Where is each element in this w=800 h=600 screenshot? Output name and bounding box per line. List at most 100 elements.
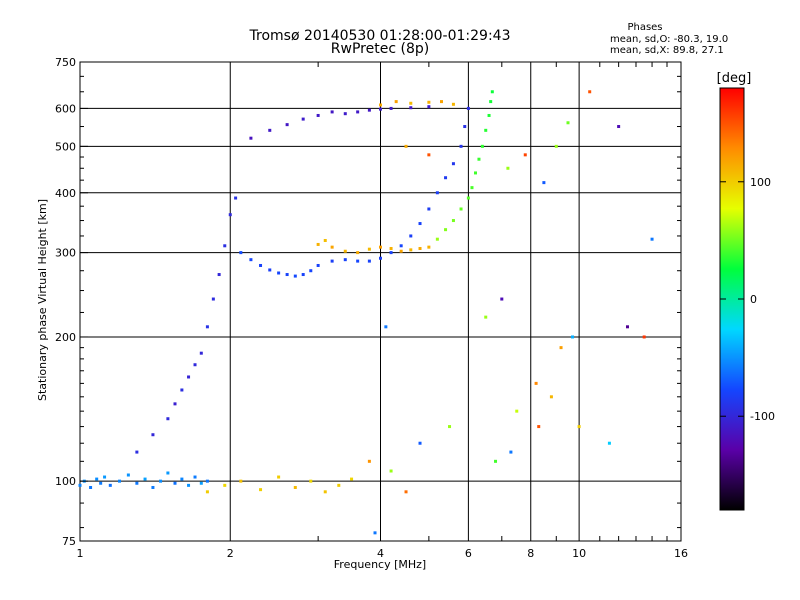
data-point xyxy=(316,263,320,267)
data-point xyxy=(293,274,297,278)
data-point xyxy=(373,531,377,535)
y-tick-label: 200 xyxy=(55,331,76,344)
data-point xyxy=(440,100,444,104)
plot-area: 1 2 4 6 8 10 16 75 100 200 300 400 500 600 750 xyxy=(55,56,688,560)
data-point xyxy=(577,425,581,429)
data-point xyxy=(427,207,431,211)
data-point xyxy=(459,144,463,148)
data-point xyxy=(356,110,360,114)
data-point xyxy=(418,246,422,250)
data-point xyxy=(523,153,527,157)
data-point xyxy=(566,121,570,125)
data-point xyxy=(418,222,422,226)
x-tick-label: 1 xyxy=(77,547,84,560)
data-point xyxy=(166,471,170,475)
data-point xyxy=(223,483,227,487)
data-point xyxy=(234,196,238,200)
data-point xyxy=(379,256,382,260)
data-point xyxy=(473,171,477,175)
data-point xyxy=(301,273,305,277)
data-point xyxy=(187,375,191,379)
data-point xyxy=(379,107,382,111)
stats-heading: Phases xyxy=(627,22,662,33)
colorbar: [deg] 100 0 -100 xyxy=(717,71,775,511)
data-point xyxy=(404,144,408,148)
y-tick-label: 400 xyxy=(55,187,76,200)
data-point xyxy=(223,244,227,248)
data-point xyxy=(367,459,371,463)
data-point xyxy=(356,259,360,263)
data-point xyxy=(389,106,393,110)
colorbar-ticks: 100 0 -100 xyxy=(720,176,775,423)
y-axis-ticks: 75 100 200 300 400 500 600 750 xyxy=(55,56,681,548)
data-point xyxy=(389,251,393,255)
data-point xyxy=(379,245,382,249)
data-point xyxy=(409,101,413,105)
data-point xyxy=(356,251,360,255)
chart-subtitle: RwPretec (8p) xyxy=(331,41,429,57)
data-point xyxy=(451,219,455,223)
data-point xyxy=(542,181,546,185)
data-point xyxy=(268,128,272,132)
data-point xyxy=(268,268,272,272)
data-point xyxy=(389,469,393,473)
data-point xyxy=(444,176,448,180)
data-point xyxy=(379,103,382,107)
data-point xyxy=(490,90,494,94)
data-point xyxy=(228,213,232,217)
phase-stats: Phases mean, sd,O: -80.3, 19.0 mean, sd,… xyxy=(610,22,728,56)
data-point xyxy=(515,409,519,413)
data-point xyxy=(205,479,209,483)
data-point xyxy=(193,363,197,367)
x-tick-label: 4 xyxy=(377,547,384,560)
data-point xyxy=(559,346,563,350)
data-point xyxy=(487,113,491,117)
data-point xyxy=(500,297,504,301)
data-point xyxy=(99,481,103,485)
data-point xyxy=(549,395,553,399)
data-point xyxy=(211,297,215,301)
data-point xyxy=(367,259,371,263)
data-point xyxy=(249,258,253,262)
colorbar-tick-label: -100 xyxy=(750,410,775,423)
data-point xyxy=(484,128,488,132)
x-axis-ticks: 1 2 4 6 8 10 16 xyxy=(77,62,688,560)
data-point xyxy=(285,273,289,277)
y-axis-label: Stationary phase Virtual Height [km] xyxy=(36,199,49,401)
y-tick-label: 750 xyxy=(55,56,76,69)
data-point xyxy=(330,259,334,263)
data-point xyxy=(239,479,243,483)
stats-line-x: mean, sd,X: 89.8, 27.1 xyxy=(610,45,724,56)
data-point xyxy=(103,475,107,479)
data-point xyxy=(534,381,538,385)
data-point xyxy=(95,477,99,481)
data-point xyxy=(509,450,513,454)
data-point xyxy=(448,425,452,429)
data-point xyxy=(126,473,130,477)
y-tick-label: 300 xyxy=(55,247,76,260)
data-point xyxy=(399,249,403,253)
data-point xyxy=(108,483,112,487)
data-point xyxy=(404,490,408,494)
data-point xyxy=(427,100,431,104)
data-point xyxy=(151,485,155,489)
x-tick-label: 8 xyxy=(527,547,534,560)
data-point xyxy=(316,113,320,117)
data-point xyxy=(480,144,484,148)
data-point xyxy=(277,271,281,275)
data-point xyxy=(444,228,448,232)
data-point xyxy=(193,475,197,479)
y-tick-label: 75 xyxy=(62,535,76,548)
colorbar-tick-label: 0 xyxy=(750,293,757,306)
data-point xyxy=(466,196,470,200)
data-point xyxy=(143,477,147,481)
data-point xyxy=(650,237,654,241)
data-point xyxy=(435,191,439,195)
data-point xyxy=(118,479,122,483)
data-point xyxy=(418,441,422,445)
data-point xyxy=(343,112,347,116)
data-point xyxy=(180,477,184,481)
data-point xyxy=(151,433,155,437)
data-point xyxy=(293,485,297,489)
data-point xyxy=(249,136,253,140)
